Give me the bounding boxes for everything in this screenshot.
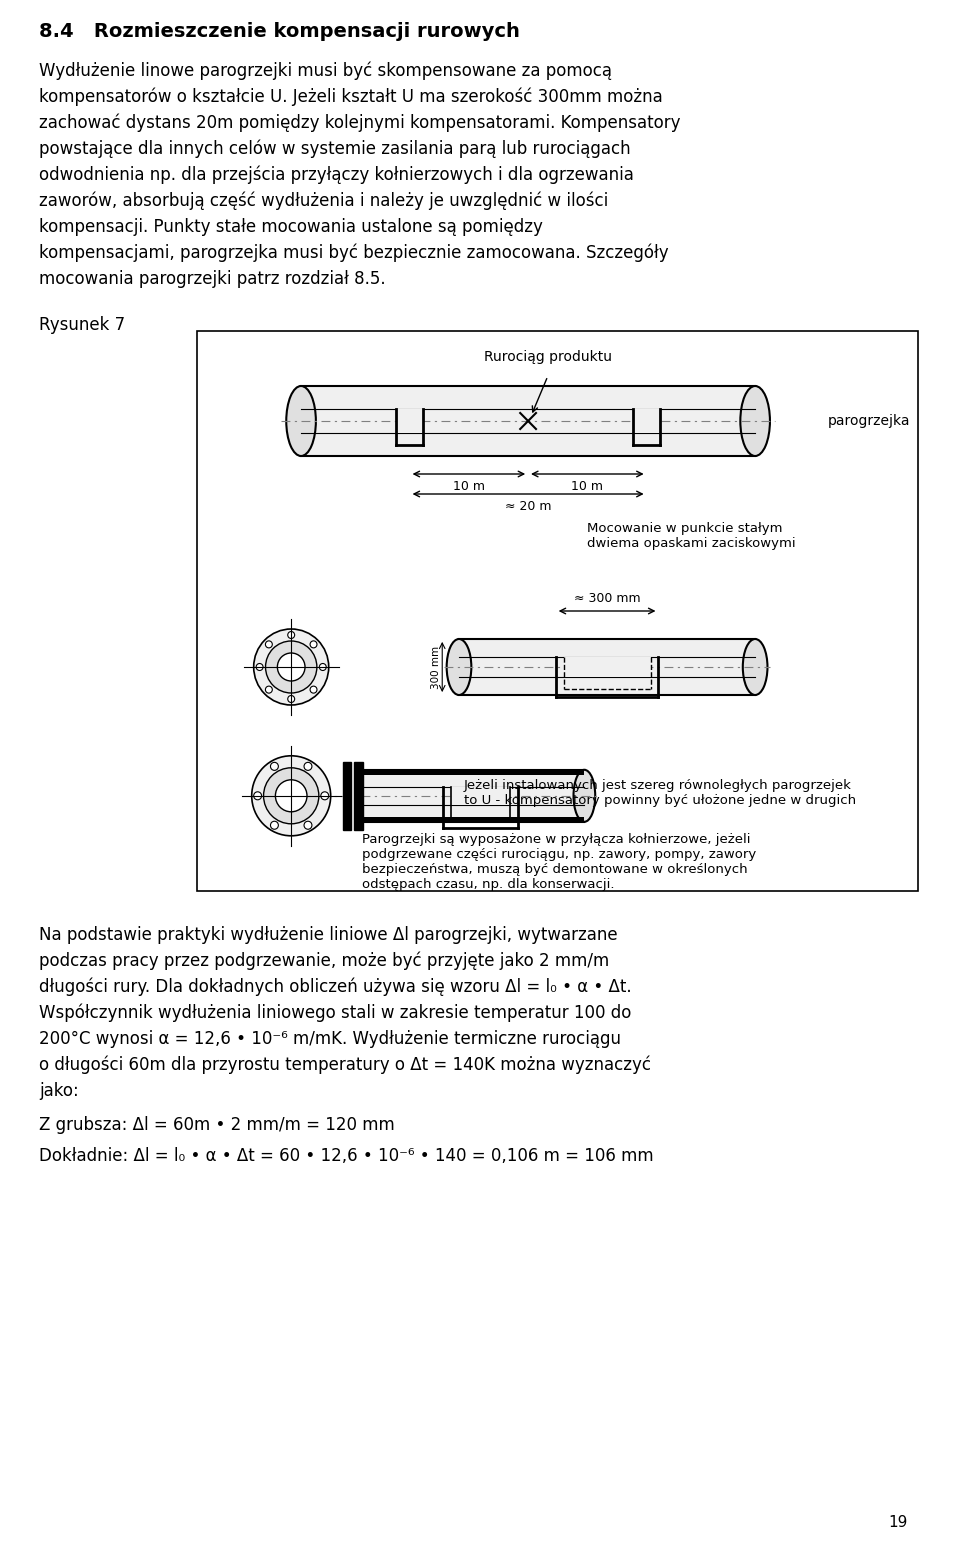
Bar xyxy=(633,410,660,433)
Circle shape xyxy=(276,779,307,812)
Text: kompensacjami, parogrzejka musi być bezpiecznie zamocowana. Szczegóły: kompensacjami, parogrzejka musi być bezp… xyxy=(39,244,669,262)
Text: zachować dystans 20m pomiędzy kolejnymi kompensatorami. Kompensatory: zachować dystans 20m pomiędzy kolejnymi … xyxy=(39,113,681,132)
Bar xyxy=(363,816,585,823)
Bar xyxy=(198,331,918,891)
Bar xyxy=(363,770,585,823)
Circle shape xyxy=(256,664,263,670)
Circle shape xyxy=(310,641,317,647)
Text: mocowania parogrzejki patrz rozdział 8.5.: mocowania parogrzejki patrz rozdział 8.5… xyxy=(39,270,386,289)
Text: Rurociąg produktu: Rurociąg produktu xyxy=(484,351,612,365)
Text: Mocowanie w punkcie stałym
dwiema opaskami zaciskowymi: Mocowanie w punkcie stałym dwiema opaska… xyxy=(588,521,796,549)
Text: 8.4   Rozmieszczenie kompensacji rurowych: 8.4 Rozmieszczenie kompensacji rurowych xyxy=(39,22,520,40)
Circle shape xyxy=(288,695,295,703)
Circle shape xyxy=(264,768,319,824)
Text: 200°C wynosi α = 12,6 • 10⁻⁶ m/mK. Wydłużenie termiczne rurociągu: 200°C wynosi α = 12,6 • 10⁻⁶ m/mK. Wydłu… xyxy=(39,1031,621,1048)
Bar xyxy=(459,639,756,695)
Circle shape xyxy=(277,653,305,681)
Circle shape xyxy=(266,641,317,694)
Circle shape xyxy=(265,686,273,694)
Text: 300 mm: 300 mm xyxy=(431,646,442,689)
Text: Współczynnik wydłużenia liniowego stali w zakresie temperatur 100 do: Współczynnik wydłużenia liniowego stali … xyxy=(39,1004,632,1023)
Circle shape xyxy=(271,762,278,770)
Bar xyxy=(564,656,651,677)
Circle shape xyxy=(321,792,328,799)
Circle shape xyxy=(253,629,328,705)
Text: Jeżeli instalowanych jest szereg równoległych parogrzejek
to U - kompensatory po: Jeżeli instalowanych jest szereg równole… xyxy=(464,779,856,807)
Text: kompensatorów o kształcie U. Jeżeli kształt U ma szerokość 300mm można: kompensatorów o kształcie U. Jeżeli kszt… xyxy=(39,88,663,107)
Text: ≈ 20 m: ≈ 20 m xyxy=(505,500,551,514)
Ellipse shape xyxy=(286,386,316,456)
Text: 19: 19 xyxy=(889,1515,908,1530)
Text: Rysunek 7: Rysunek 7 xyxy=(39,317,126,334)
Text: jako:: jako: xyxy=(39,1082,80,1100)
Bar xyxy=(343,762,351,830)
Text: Parogrzejki są wyposażone w przyłącza kołnierzowe, jeżeli
podgrzewane części rur: Parogrzejki są wyposażone w przyłącza ko… xyxy=(362,833,756,891)
Bar xyxy=(451,787,511,805)
Ellipse shape xyxy=(740,386,770,456)
Text: Wydłużenie linowe parogrzejki musi być skompensowane za pomocą: Wydłużenie linowe parogrzejki musi być s… xyxy=(39,62,612,81)
Text: odwodnienia np. dla przejścia przyłączy kołnierzowych i dla ogrzewania: odwodnienia np. dla przejścia przyłączy … xyxy=(39,166,635,185)
Text: Na podstawie praktyki wydłużenie liniowe Δl parogrzejki, wytwarzane: Na podstawie praktyki wydłużenie liniowe… xyxy=(39,927,618,944)
Text: 10 m: 10 m xyxy=(571,480,603,494)
Text: zaworów, absorbują część wydłużenia i należy je uwzględnić w ilości: zaworów, absorbują część wydłużenia i na… xyxy=(39,192,609,211)
Ellipse shape xyxy=(743,639,767,695)
Text: parogrzejka: parogrzejka xyxy=(828,414,910,428)
Circle shape xyxy=(288,632,295,638)
Ellipse shape xyxy=(573,770,595,823)
Text: długości rury. Dla dokładnych obliczeń używa się wzoru Δl = l₀ • α • Δt.: długości rury. Dla dokładnych obliczeń u… xyxy=(39,978,632,996)
Circle shape xyxy=(304,762,312,770)
Text: ≈ 300 mm: ≈ 300 mm xyxy=(574,591,640,605)
Text: powstające dla innych celów w systemie zasilania parą lub rurociągach: powstające dla innych celów w systemie z… xyxy=(39,140,631,158)
Ellipse shape xyxy=(446,639,471,695)
Circle shape xyxy=(310,686,317,694)
Text: kompensacji. Punkty stałe mocowania ustalone są pomiędzy: kompensacji. Punkty stałe mocowania usta… xyxy=(39,217,543,236)
Circle shape xyxy=(320,664,326,670)
Circle shape xyxy=(253,792,261,799)
Circle shape xyxy=(304,821,312,829)
Text: 10 m: 10 m xyxy=(453,480,485,494)
Text: Dokładnie: Δl = l₀ • α • Δt = 60 • 12,6 • 10⁻⁶ • 140 = 0,106 m = 106 mm: Dokładnie: Δl = l₀ • α • Δt = 60 • 12,6 … xyxy=(39,1147,654,1166)
Text: o długości 60m dla przyrostu temperatury o Δt = 140K można wyznaczyć: o długości 60m dla przyrostu temperatury… xyxy=(39,1055,652,1074)
Bar xyxy=(354,762,363,830)
Bar xyxy=(301,386,756,456)
Circle shape xyxy=(271,821,278,829)
Bar xyxy=(363,770,585,774)
Circle shape xyxy=(252,756,330,837)
Bar xyxy=(396,410,423,433)
Text: Z grubsza: Δl = 60m • 2 mm/m = 120 mm: Z grubsza: Δl = 60m • 2 mm/m = 120 mm xyxy=(39,1116,396,1135)
Text: podczas pracy przez podgrzewanie, może być przyjęte jako 2 mm/m: podczas pracy przez podgrzewanie, może b… xyxy=(39,951,610,970)
Circle shape xyxy=(265,641,273,647)
